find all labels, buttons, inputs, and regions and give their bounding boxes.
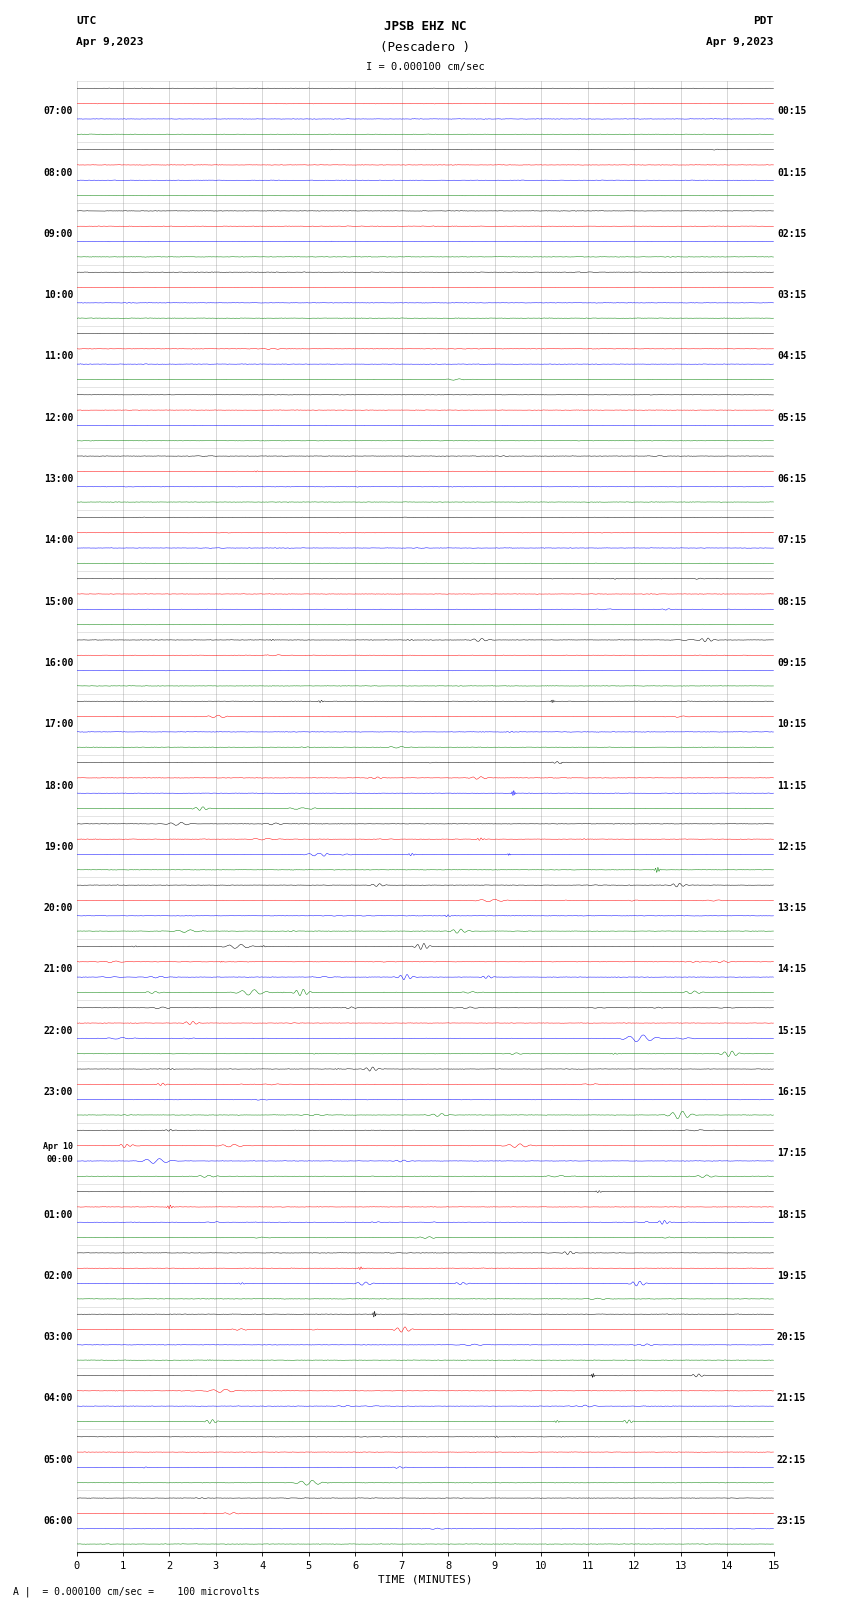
Text: 11:15: 11:15 (777, 781, 807, 790)
Text: 16:00: 16:00 (43, 658, 73, 668)
Text: 01:15: 01:15 (777, 168, 807, 177)
Text: 11:00: 11:00 (43, 352, 73, 361)
Text: 20:00: 20:00 (43, 903, 73, 913)
Text: 03:00: 03:00 (43, 1332, 73, 1342)
Text: 19:00: 19:00 (43, 842, 73, 852)
Text: 00:15: 00:15 (777, 106, 807, 116)
Text: 05:00: 05:00 (43, 1455, 73, 1465)
Text: 18:15: 18:15 (777, 1210, 807, 1219)
Text: 22:15: 22:15 (777, 1455, 807, 1465)
Text: 17:00: 17:00 (43, 719, 73, 729)
Text: 21:15: 21:15 (777, 1394, 807, 1403)
Text: JPSB EHZ NC: JPSB EHZ NC (383, 19, 467, 34)
Text: 17:15: 17:15 (777, 1148, 807, 1158)
Text: 14:00: 14:00 (43, 536, 73, 545)
Text: (Pescadero ): (Pescadero ) (380, 40, 470, 55)
Text: I = 0.000100 cm/sec: I = 0.000100 cm/sec (366, 63, 484, 73)
X-axis label: TIME (MINUTES): TIME (MINUTES) (377, 1574, 473, 1586)
Text: Apr 10: Apr 10 (43, 1142, 73, 1152)
Text: 02:15: 02:15 (777, 229, 807, 239)
Text: 04:15: 04:15 (777, 352, 807, 361)
Text: 08:15: 08:15 (777, 597, 807, 606)
Text: PDT: PDT (753, 16, 774, 26)
Text: 01:00: 01:00 (43, 1210, 73, 1219)
Text: 12:00: 12:00 (43, 413, 73, 423)
Text: 23:00: 23:00 (43, 1087, 73, 1097)
Text: 06:00: 06:00 (43, 1516, 73, 1526)
Text: 15:15: 15:15 (777, 1026, 807, 1036)
Text: 09:00: 09:00 (43, 229, 73, 239)
Text: 04:00: 04:00 (43, 1394, 73, 1403)
Text: 10:15: 10:15 (777, 719, 807, 729)
Text: 09:15: 09:15 (777, 658, 807, 668)
Text: 18:00: 18:00 (43, 781, 73, 790)
Text: 16:15: 16:15 (777, 1087, 807, 1097)
Text: 08:00: 08:00 (43, 168, 73, 177)
Text: 13:15: 13:15 (777, 903, 807, 913)
Text: UTC: UTC (76, 16, 97, 26)
Text: 12:15: 12:15 (777, 842, 807, 852)
Text: A |  = 0.000100 cm/sec =    100 microvolts: A | = 0.000100 cm/sec = 100 microvolts (13, 1586, 259, 1597)
Text: 00:00: 00:00 (46, 1155, 73, 1165)
Text: 13:00: 13:00 (43, 474, 73, 484)
Text: Apr 9,2023: Apr 9,2023 (76, 37, 144, 47)
Text: 02:00: 02:00 (43, 1271, 73, 1281)
Text: 22:00: 22:00 (43, 1026, 73, 1036)
Text: 15:00: 15:00 (43, 597, 73, 606)
Text: 05:15: 05:15 (777, 413, 807, 423)
Text: 10:00: 10:00 (43, 290, 73, 300)
Text: 07:00: 07:00 (43, 106, 73, 116)
Text: 03:15: 03:15 (777, 290, 807, 300)
Text: 07:15: 07:15 (777, 536, 807, 545)
Text: 06:15: 06:15 (777, 474, 807, 484)
Text: 14:15: 14:15 (777, 965, 807, 974)
Text: 21:00: 21:00 (43, 965, 73, 974)
Text: 19:15: 19:15 (777, 1271, 807, 1281)
Text: 23:15: 23:15 (777, 1516, 807, 1526)
Text: 20:15: 20:15 (777, 1332, 807, 1342)
Text: Apr 9,2023: Apr 9,2023 (706, 37, 774, 47)
